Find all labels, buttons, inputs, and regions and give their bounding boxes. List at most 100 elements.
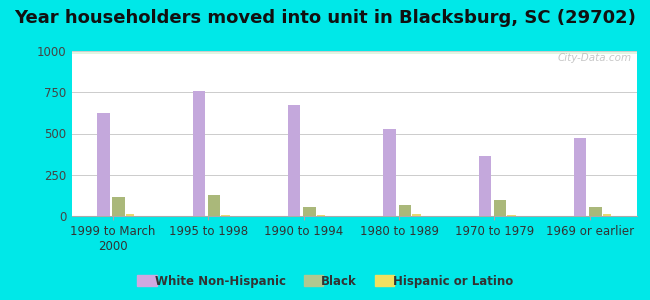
- Bar: [72, 52, 637, 53]
- Bar: [72, 51, 637, 53]
- Bar: [72, 52, 637, 54]
- Bar: [72, 52, 637, 54]
- Bar: [72, 52, 637, 54]
- Bar: [72, 52, 637, 54]
- Bar: [72, 52, 637, 54]
- Bar: [72, 51, 637, 53]
- Bar: [72, 52, 637, 54]
- Bar: [72, 52, 637, 54]
- Bar: [72, 52, 637, 54]
- Bar: [72, 52, 637, 54]
- Bar: [72, 52, 637, 54]
- Bar: [72, 52, 637, 53]
- Bar: [221, 215, 230, 216]
- Bar: [72, 52, 637, 53]
- Bar: [603, 214, 611, 216]
- Bar: [72, 51, 637, 53]
- Bar: [72, 52, 637, 54]
- Bar: [112, 197, 125, 216]
- Bar: [72, 51, 637, 53]
- Bar: [72, 52, 637, 53]
- Bar: [72, 52, 637, 54]
- Bar: [72, 52, 637, 54]
- Bar: [72, 52, 637, 53]
- Bar: [72, 52, 637, 54]
- Text: City-Data.com: City-Data.com: [557, 52, 631, 63]
- Bar: [72, 52, 637, 53]
- Bar: [72, 52, 637, 53]
- Bar: [317, 215, 325, 216]
- Bar: [72, 52, 637, 54]
- Bar: [72, 52, 637, 54]
- Bar: [72, 51, 637, 53]
- Bar: [72, 52, 637, 53]
- Bar: [72, 51, 637, 53]
- Bar: [72, 51, 637, 53]
- Bar: [72, 52, 637, 54]
- Bar: [72, 51, 637, 53]
- Bar: [288, 105, 300, 216]
- Bar: [72, 52, 637, 53]
- Bar: [72, 52, 637, 53]
- Bar: [72, 52, 637, 53]
- Bar: [98, 113, 110, 216]
- Bar: [72, 52, 637, 54]
- Bar: [412, 214, 421, 216]
- Bar: [125, 214, 135, 216]
- Bar: [72, 51, 637, 53]
- Bar: [72, 52, 637, 54]
- Bar: [72, 52, 637, 53]
- Bar: [72, 52, 637, 53]
- Bar: [72, 52, 637, 54]
- Bar: [72, 51, 637, 53]
- Bar: [72, 52, 637, 54]
- Bar: [72, 52, 637, 54]
- Bar: [192, 92, 205, 216]
- Bar: [72, 51, 637, 53]
- Bar: [72, 51, 637, 53]
- Bar: [72, 51, 637, 53]
- Text: Year householders moved into unit in Blacksburg, SC (29702): Year householders moved into unit in Bla…: [14, 9, 636, 27]
- Bar: [72, 52, 637, 54]
- Bar: [72, 52, 637, 53]
- Bar: [72, 51, 637, 53]
- Bar: [72, 52, 637, 53]
- Bar: [72, 52, 637, 53]
- Bar: [72, 52, 637, 54]
- Bar: [72, 52, 637, 53]
- Bar: [72, 52, 637, 53]
- Bar: [72, 52, 637, 53]
- Bar: [72, 51, 637, 53]
- Bar: [72, 52, 637, 54]
- Bar: [72, 52, 637, 54]
- Bar: [72, 52, 637, 53]
- Bar: [384, 128, 396, 216]
- Bar: [72, 52, 637, 54]
- Bar: [208, 194, 220, 216]
- Bar: [72, 51, 637, 53]
- Bar: [72, 52, 637, 54]
- Bar: [574, 138, 586, 216]
- Bar: [72, 52, 637, 54]
- Bar: [72, 51, 637, 53]
- Legend: White Non-Hispanic, Black, Hispanic or Latino: White Non-Hispanic, Black, Hispanic or L…: [134, 271, 516, 291]
- Bar: [72, 51, 637, 53]
- Bar: [72, 51, 637, 53]
- Bar: [72, 52, 637, 54]
- Bar: [72, 52, 637, 53]
- Bar: [494, 200, 506, 216]
- Bar: [72, 52, 637, 54]
- Bar: [72, 52, 637, 54]
- Bar: [72, 52, 637, 54]
- Bar: [72, 52, 637, 54]
- Bar: [72, 52, 637, 53]
- Bar: [72, 51, 637, 53]
- Bar: [398, 205, 411, 216]
- Bar: [72, 51, 637, 53]
- Bar: [478, 156, 491, 216]
- Bar: [72, 51, 637, 53]
- Bar: [72, 51, 637, 53]
- Bar: [72, 52, 637, 53]
- Bar: [72, 52, 637, 54]
- Bar: [72, 52, 637, 53]
